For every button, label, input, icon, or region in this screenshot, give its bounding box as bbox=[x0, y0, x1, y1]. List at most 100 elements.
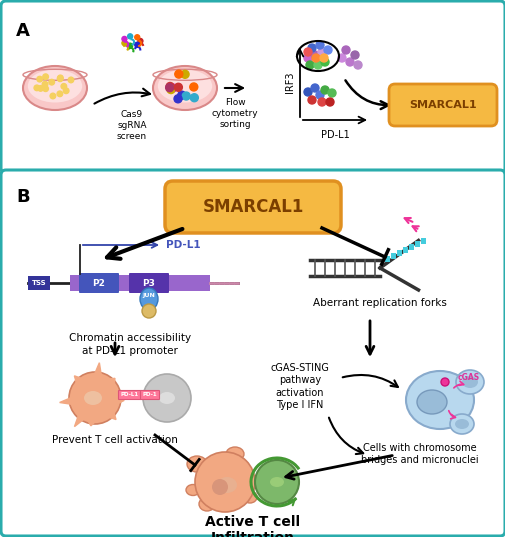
Text: TSS: TSS bbox=[32, 280, 46, 286]
Circle shape bbox=[354, 61, 361, 69]
Circle shape bbox=[345, 58, 353, 66]
Circle shape bbox=[350, 51, 358, 59]
Circle shape bbox=[38, 85, 43, 91]
Circle shape bbox=[49, 79, 55, 85]
Polygon shape bbox=[74, 376, 81, 383]
Circle shape bbox=[306, 61, 314, 69]
Ellipse shape bbox=[23, 66, 87, 110]
Circle shape bbox=[317, 48, 325, 56]
Text: SMARCAL1: SMARCAL1 bbox=[409, 100, 476, 110]
Ellipse shape bbox=[455, 370, 483, 394]
Text: Aberrant replication forks: Aberrant replication forks bbox=[313, 298, 446, 308]
Circle shape bbox=[63, 88, 69, 93]
Circle shape bbox=[50, 93, 56, 99]
FancyBboxPatch shape bbox=[390, 253, 395, 259]
Circle shape bbox=[440, 378, 448, 386]
Circle shape bbox=[43, 86, 48, 91]
Circle shape bbox=[304, 54, 312, 62]
Circle shape bbox=[34, 85, 39, 91]
Circle shape bbox=[255, 460, 298, 504]
Circle shape bbox=[174, 83, 182, 91]
Text: JUN: JUN bbox=[142, 294, 155, 299]
Ellipse shape bbox=[84, 391, 102, 405]
Ellipse shape bbox=[187, 456, 207, 472]
Text: Flow
cytometry
sorting: Flow cytometry sorting bbox=[211, 98, 258, 129]
Ellipse shape bbox=[405, 371, 473, 429]
Text: Chromatin accessibility
at PD-L1 promoter: Chromatin accessibility at PD-L1 promote… bbox=[69, 333, 191, 356]
Ellipse shape bbox=[159, 392, 175, 404]
Circle shape bbox=[138, 39, 142, 43]
Circle shape bbox=[167, 85, 175, 93]
Circle shape bbox=[327, 89, 335, 97]
Circle shape bbox=[174, 95, 182, 103]
Text: Cas9
sgRNA
screen: Cas9 sgRNA screen bbox=[117, 110, 147, 141]
Circle shape bbox=[320, 58, 328, 66]
Circle shape bbox=[166, 83, 174, 90]
Ellipse shape bbox=[242, 491, 257, 503]
FancyBboxPatch shape bbox=[414, 241, 419, 247]
Circle shape bbox=[69, 372, 121, 424]
Circle shape bbox=[182, 92, 190, 100]
FancyBboxPatch shape bbox=[384, 256, 389, 262]
Text: IRF3: IRF3 bbox=[284, 72, 294, 93]
Circle shape bbox=[143, 374, 190, 422]
FancyBboxPatch shape bbox=[408, 244, 413, 250]
Circle shape bbox=[311, 84, 318, 92]
Circle shape bbox=[177, 91, 185, 99]
Circle shape bbox=[311, 51, 318, 59]
Circle shape bbox=[181, 70, 189, 78]
Circle shape bbox=[341, 46, 349, 54]
Circle shape bbox=[190, 94, 198, 101]
Text: P2: P2 bbox=[92, 279, 105, 287]
Text: Active T cell
Infiltration: Active T cell Infiltration bbox=[205, 515, 300, 537]
Circle shape bbox=[304, 48, 312, 56]
Ellipse shape bbox=[416, 390, 446, 414]
Circle shape bbox=[127, 43, 132, 48]
FancyBboxPatch shape bbox=[140, 390, 159, 400]
Circle shape bbox=[134, 42, 139, 47]
Circle shape bbox=[212, 479, 228, 495]
Circle shape bbox=[42, 82, 48, 87]
Circle shape bbox=[122, 37, 127, 41]
Circle shape bbox=[308, 44, 316, 52]
Circle shape bbox=[314, 61, 321, 69]
Text: B: B bbox=[16, 188, 30, 206]
Circle shape bbox=[169, 84, 177, 92]
Circle shape bbox=[127, 34, 132, 39]
Circle shape bbox=[174, 70, 182, 78]
Text: Type I IFN: Type I IFN bbox=[276, 400, 323, 410]
Circle shape bbox=[317, 98, 325, 106]
FancyBboxPatch shape bbox=[28, 276, 50, 290]
Circle shape bbox=[122, 41, 127, 46]
Ellipse shape bbox=[461, 376, 477, 388]
Ellipse shape bbox=[449, 414, 473, 434]
Circle shape bbox=[57, 91, 63, 97]
Circle shape bbox=[189, 83, 197, 91]
FancyBboxPatch shape bbox=[388, 84, 496, 126]
Ellipse shape bbox=[140, 288, 158, 310]
Ellipse shape bbox=[28, 69, 82, 103]
Circle shape bbox=[68, 77, 74, 83]
Polygon shape bbox=[94, 362, 101, 375]
Circle shape bbox=[134, 35, 139, 40]
Circle shape bbox=[37, 76, 42, 82]
FancyBboxPatch shape bbox=[79, 273, 119, 293]
Ellipse shape bbox=[153, 66, 217, 110]
Ellipse shape bbox=[238, 467, 250, 477]
Circle shape bbox=[43, 74, 48, 79]
Circle shape bbox=[319, 54, 327, 62]
Text: Cells with chromosome
bridges and micronuclei: Cells with chromosome bridges and micron… bbox=[361, 443, 478, 466]
Circle shape bbox=[337, 54, 345, 62]
Circle shape bbox=[312, 54, 319, 62]
Ellipse shape bbox=[198, 497, 215, 511]
Circle shape bbox=[58, 75, 63, 81]
Text: A: A bbox=[16, 22, 30, 40]
Polygon shape bbox=[88, 421, 94, 426]
Circle shape bbox=[316, 41, 323, 49]
Text: PD-L1: PD-L1 bbox=[166, 240, 200, 250]
Ellipse shape bbox=[142, 304, 156, 318]
Ellipse shape bbox=[454, 419, 468, 429]
FancyBboxPatch shape bbox=[118, 390, 141, 400]
Polygon shape bbox=[109, 412, 116, 419]
FancyBboxPatch shape bbox=[70, 275, 210, 291]
